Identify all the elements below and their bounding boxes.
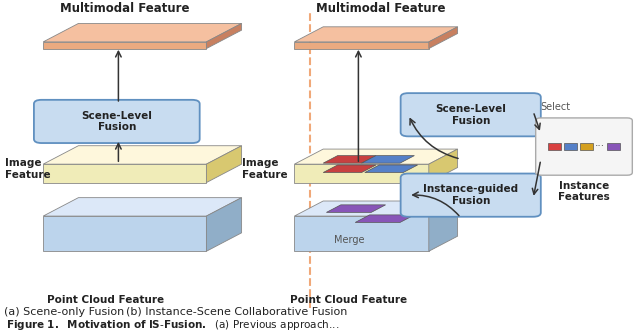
Text: Image
Feature: Image Feature [5,158,51,180]
Text: Image
Feature: Image Feature [242,158,287,180]
Bar [607,143,620,150]
Text: Multimodal Feature: Multimodal Feature [316,2,445,15]
Text: Point Cloud Feature: Point Cloud Feature [290,295,408,305]
Text: Point Cloud Feature: Point Cloud Feature [47,295,164,305]
Polygon shape [365,165,417,173]
Polygon shape [206,146,242,183]
Polygon shape [44,216,206,251]
Bar [580,143,593,150]
Text: Merge: Merge [333,234,364,245]
Polygon shape [206,198,242,251]
Text: (a) Scene-only Fusion: (a) Scene-only Fusion [4,307,124,317]
FancyBboxPatch shape [536,118,632,175]
Polygon shape [294,27,458,42]
Polygon shape [355,215,415,222]
Polygon shape [294,149,458,164]
Polygon shape [326,205,385,212]
Polygon shape [429,27,458,49]
Polygon shape [44,198,242,216]
Polygon shape [206,23,242,49]
Text: Select: Select [541,102,571,112]
Polygon shape [323,165,376,173]
FancyBboxPatch shape [401,174,541,217]
Polygon shape [429,201,458,251]
Bar [548,143,561,150]
Polygon shape [362,155,415,163]
Polygon shape [294,164,429,183]
Polygon shape [429,149,458,183]
Polygon shape [294,216,429,251]
Text: Instance
Features: Instance Features [558,181,610,202]
Text: ···: ··· [595,142,605,151]
Text: Instance-guided
Fusion: Instance-guided Fusion [423,184,518,206]
Polygon shape [44,164,206,183]
Polygon shape [294,42,429,49]
Polygon shape [323,155,376,163]
Polygon shape [44,23,242,42]
Text: Multimodal Feature: Multimodal Feature [60,2,189,15]
Polygon shape [294,201,458,216]
Polygon shape [44,146,242,164]
Text: $\bf{Figure\ 1.\ \ Motivation\ of\ IS\text{-}Fusion.}$  (a) Previous approach...: $\bf{Figure\ 1.\ \ Motivation\ of\ IS\te… [6,318,340,332]
Text: Scene-Level
Fusion: Scene-Level Fusion [435,104,506,126]
Text: (b) Instance-Scene Collaborative Fusion: (b) Instance-Scene Collaborative Fusion [126,307,348,317]
Polygon shape [44,42,206,49]
Bar [564,143,577,150]
FancyBboxPatch shape [34,100,200,143]
FancyBboxPatch shape [401,93,541,136]
Text: Scene-Level
Fusion: Scene-Level Fusion [81,111,152,132]
